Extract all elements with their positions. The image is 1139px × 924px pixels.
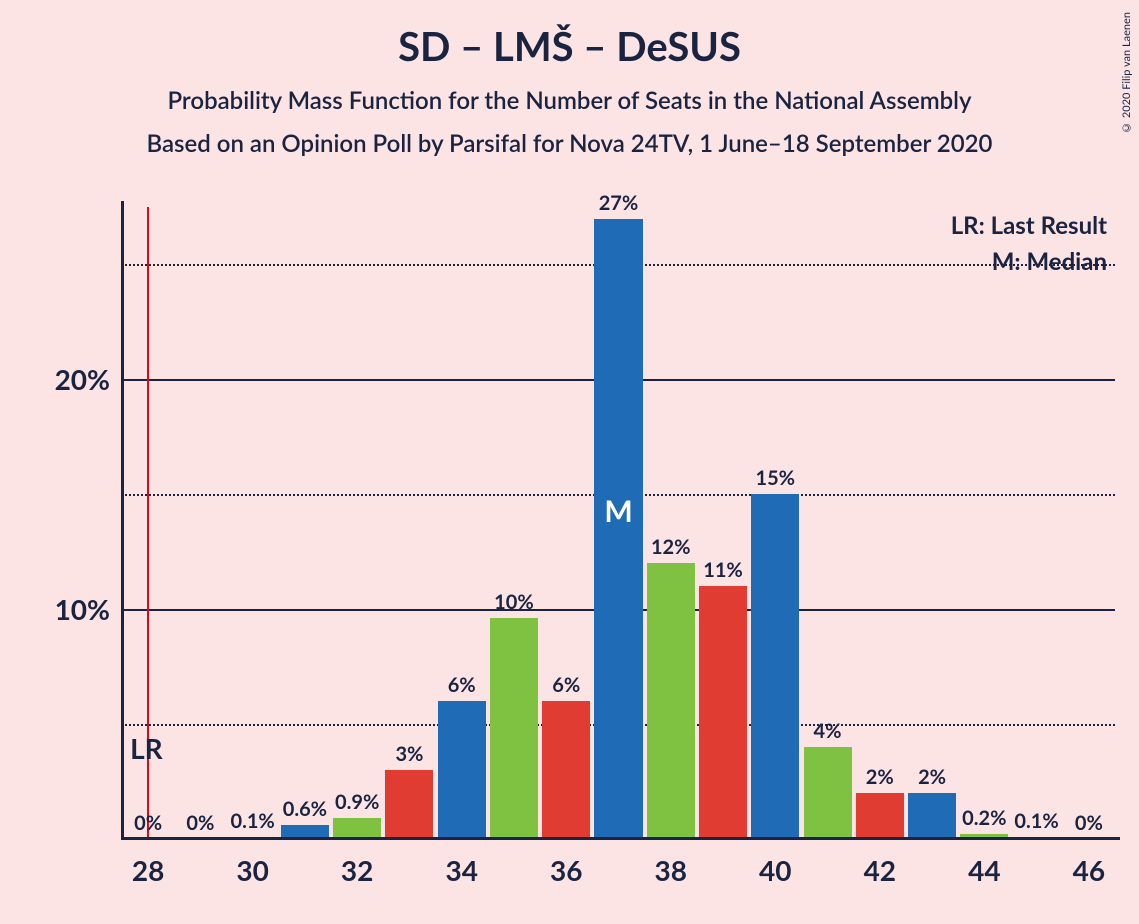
bar-value-label: 0.2% [962, 806, 1006, 834]
bar-value-label: 15% [755, 466, 795, 494]
copyright-text: © 2020 Filip van Laenen [1120, 12, 1133, 134]
bar: 2% [908, 793, 956, 839]
bar: 12% [647, 563, 695, 839]
bar-value-label: 4% [814, 719, 842, 747]
x-axis-tick-label: 38 [655, 839, 687, 887]
x-axis-tick-label: 46 [1073, 839, 1105, 887]
x-axis-tick-label: 44 [968, 839, 1000, 887]
bar-value-label: 6% [552, 673, 580, 701]
bar: 10% [490, 618, 538, 839]
bar-value-label: 27% [599, 191, 639, 219]
bar-value-label: 0.1% [230, 809, 274, 837]
legend-median: M: Median [992, 247, 1107, 276]
bar-value-label: 0.9% [335, 790, 379, 818]
bar: 3% [385, 770, 433, 839]
bar: 6% [542, 701, 590, 839]
legend-last-result: LR: Last Result [951, 211, 1107, 240]
last-result-label: LR [130, 731, 163, 765]
bar-value-label: 0% [1075, 811, 1103, 839]
bar-value-label: 2% [918, 765, 946, 793]
bar: 6% [438, 701, 486, 839]
y-axis-tick-label: 20% [55, 362, 122, 396]
chart-title: SD – LMŠ – DeSUS [0, 0, 1139, 70]
bar-value-label: 12% [651, 535, 691, 563]
bar-value-label: 0.1% [1014, 809, 1058, 837]
chart-subtitle-1: Probability Mass Function for the Number… [0, 86, 1139, 115]
bar-value-label: 0% [134, 811, 162, 839]
chart-plot-area: 0%0%0.1%0.6%0.9%3%6%10%6%27%12%11%15%4%2… [122, 207, 1115, 839]
bar-value-label: 6% [448, 673, 476, 701]
x-axis-tick-label: 30 [236, 839, 268, 887]
bar: 0.9% [333, 818, 381, 839]
median-marker: M [604, 493, 632, 529]
bar-value-label: 0% [186, 811, 214, 839]
bar-value-label: 3% [395, 742, 423, 770]
bar-value-label: 11% [703, 558, 743, 586]
bar: 27% [594, 219, 642, 840]
chart-subtitle-2: Based on an Opinion Poll by Parsifal for… [0, 129, 1139, 158]
x-axis-tick-label: 40 [759, 839, 791, 887]
x-axis-tick-label: 36 [550, 839, 582, 887]
bar: 2% [856, 793, 904, 839]
x-axis-tick-label: 32 [341, 839, 373, 887]
x-axis-tick-label: 34 [445, 839, 477, 887]
bar-value-label: 2% [866, 765, 894, 793]
x-axis-tick-label: 28 [132, 839, 164, 887]
x-axis-tick-label: 42 [864, 839, 896, 887]
y-axis [121, 201, 124, 839]
bar-value-label: 0.6% [283, 797, 327, 825]
bar: 4% [804, 747, 852, 839]
y-axis-tick-label: 10% [55, 592, 122, 626]
bar: 11% [699, 586, 747, 839]
bar-value-label: 10% [494, 590, 534, 618]
bar: 15% [751, 494, 799, 839]
